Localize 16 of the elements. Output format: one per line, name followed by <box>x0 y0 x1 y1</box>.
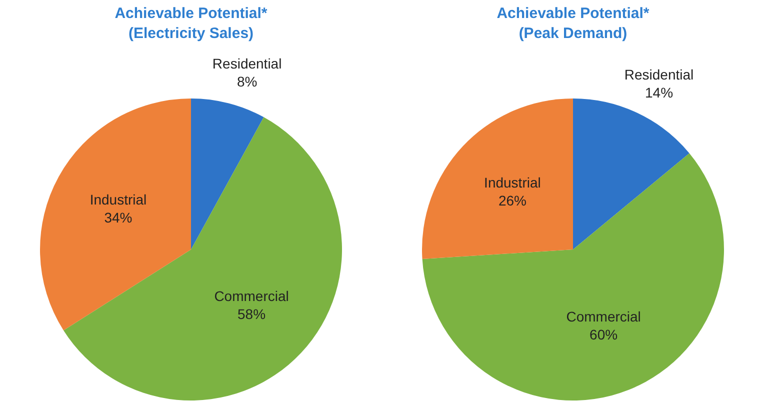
data-label: 34% <box>104 209 132 226</box>
chart-title: Achievable Potential* <box>114 4 268 24</box>
data-label: 14% <box>644 84 674 100</box>
data-label: 26% <box>498 192 526 209</box>
chart-subtitle: (Electricity Sales) <box>127 24 255 44</box>
slice-label: Commercial <box>214 288 289 304</box>
chart-subtitle: (Peak Demand) <box>518 24 628 44</box>
slice-label: Commercial <box>566 308 641 325</box>
data-label: 8% <box>236 74 258 90</box>
data-label: 60% <box>590 326 618 343</box>
data-label: 58% <box>238 306 266 322</box>
slice-label: Industrial <box>484 174 541 191</box>
slice-label: Industrial <box>90 191 147 208</box>
chart-title: Achievable Potential* <box>496 4 650 24</box>
slice-label: Residential <box>212 56 282 72</box>
slice-label: Residential <box>624 66 694 82</box>
